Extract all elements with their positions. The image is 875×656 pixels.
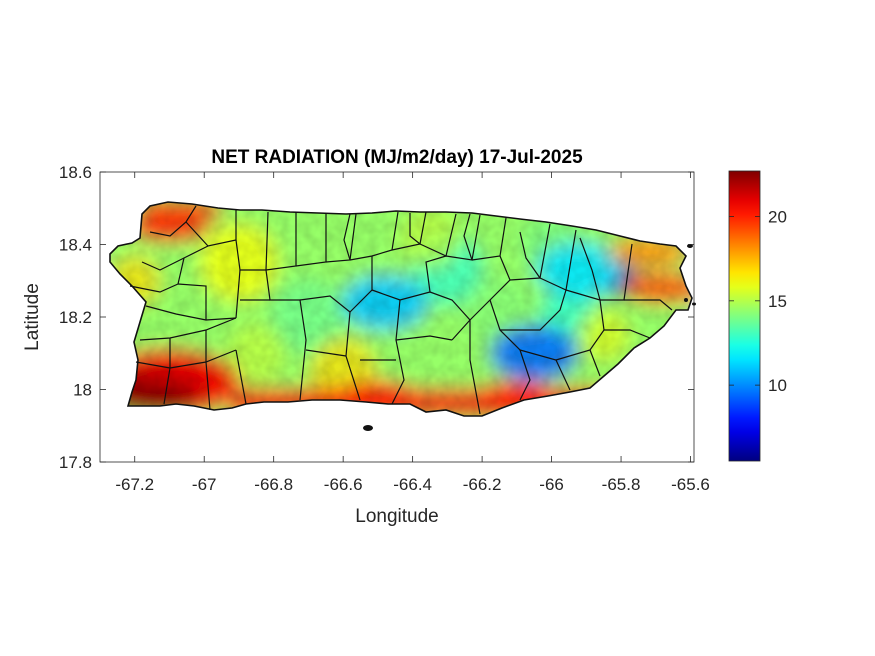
colorbar-ticks: 20 15 10 bbox=[729, 208, 787, 395]
y-tick-label: 17.8 bbox=[59, 453, 92, 472]
x-tick-label: -66.6 bbox=[324, 475, 363, 494]
x-tick-label: -66.2 bbox=[463, 475, 502, 494]
x-tick-label: -65.8 bbox=[602, 475, 641, 494]
coastline bbox=[109, 201, 693, 417]
colorbar-tick-label: 10 bbox=[768, 376, 787, 395]
y-ticks: 18.6 18.4 18.2 18 17.8 bbox=[59, 163, 694, 472]
colorbar-gradient bbox=[728, 170, 761, 462]
chart-title: NET RADIATION (MJ/m2/day) 17-Jul-2025 bbox=[211, 147, 583, 168]
x-tick-label: -66.8 bbox=[254, 475, 293, 494]
x-ticks: -67.2 -67 -66.8 -66.6 -66.4 -66.2 -66 -65.8 -65.… bbox=[115, 172, 710, 494]
x-tick-label: -66.4 bbox=[393, 475, 432, 494]
y-tick-label: 18.2 bbox=[59, 308, 92, 327]
colorbar-tick-label: 20 bbox=[768, 208, 787, 227]
y-axis-label: Latitude bbox=[22, 283, 43, 351]
x-tick-label: -65.6 bbox=[671, 475, 710, 494]
municipality-borders bbox=[129, 205, 673, 415]
y-tick-label: 18.4 bbox=[59, 236, 92, 255]
colorbar-tick-label: 15 bbox=[768, 292, 787, 311]
x-tick-label: -66 bbox=[539, 475, 564, 494]
y-tick-label: 18 bbox=[73, 381, 92, 400]
x-tick-label: -67.2 bbox=[115, 475, 154, 494]
offshore-islets bbox=[363, 244, 696, 431]
y-tick-label: 18.6 bbox=[59, 163, 92, 182]
colorbar: 20 15 10 bbox=[728, 170, 787, 462]
x-tick-label: -67 bbox=[192, 475, 217, 494]
x-axis-label: Longitude bbox=[355, 506, 438, 527]
